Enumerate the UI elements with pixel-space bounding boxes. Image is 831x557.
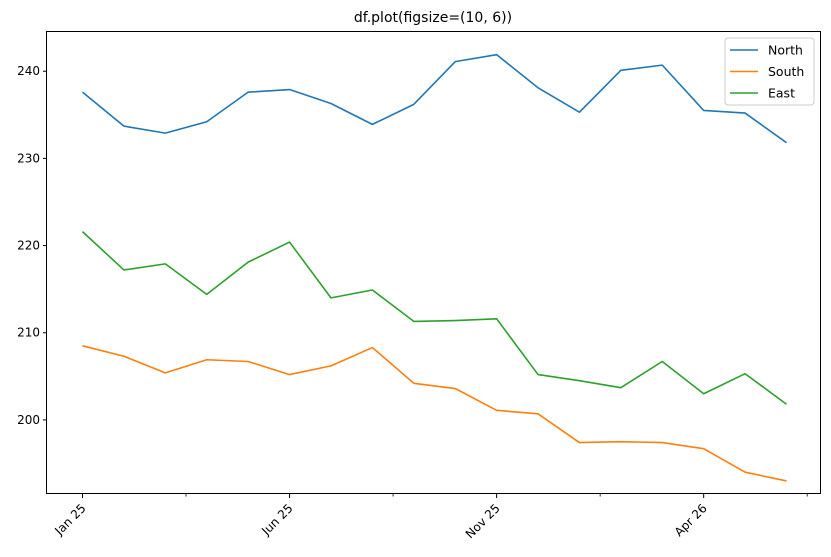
y-axis: 200 210 220 230 240 — [17, 64, 47, 427]
y-tick-label-210: 210 — [17, 326, 40, 340]
series-line-north — [81, 53, 787, 144]
legend-box — [724, 37, 815, 106]
y-tick-label-200: 200 — [17, 413, 40, 427]
legend-label-north: North — [768, 43, 803, 58]
series-line-south — [82, 345, 787, 482]
legend: North South East — [724, 37, 815, 106]
legend-label-south: South — [768, 64, 804, 79]
series-layer — [81, 53, 787, 482]
y-tick-label-240: 240 — [17, 64, 40, 78]
y-tick-label-230: 230 — [17, 151, 40, 165]
chart-title: df.plot(figsize=(10, 6)) — [354, 10, 512, 26]
series-line-east — [81, 231, 787, 405]
plot-frame — [46, 31, 821, 494]
y-tick-label-220: 220 — [17, 239, 40, 253]
legend-label-east: East — [768, 86, 795, 101]
